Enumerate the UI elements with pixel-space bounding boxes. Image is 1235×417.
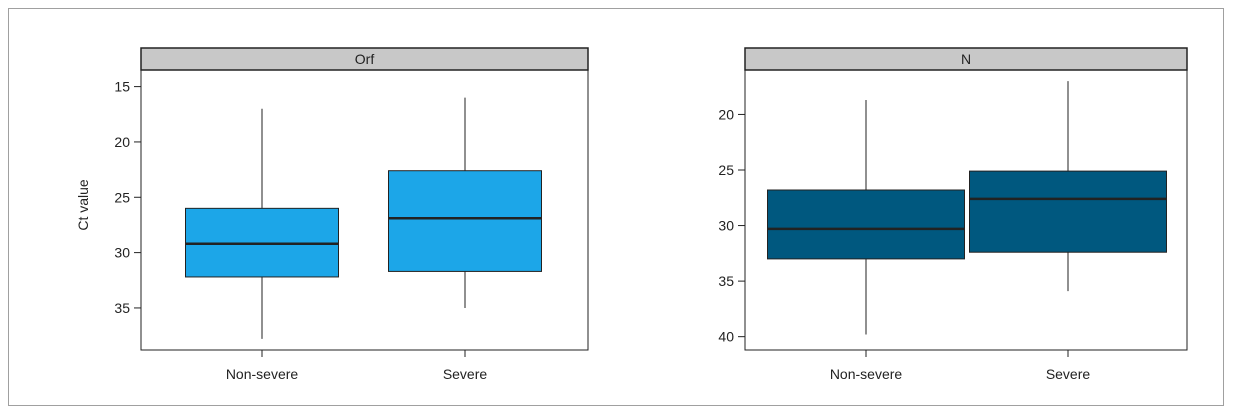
y-tick-label: 40 — [718, 329, 734, 345]
box-iqr — [969, 170, 1167, 253]
y-tick-label: 20 — [718, 106, 734, 122]
panel-n: N 20 25 30 35 40 Non-severe Severe — [718, 47, 1188, 382]
y-tick-label: 20 — [114, 134, 130, 150]
strip-label: N — [961, 51, 971, 67]
y-axis-label: Ct value — [75, 179, 91, 231]
x-tick-label: Non-severe — [226, 366, 299, 382]
y-tick-label: 15 — [114, 79, 130, 95]
boxes — [185, 97, 542, 339]
box-non-severe — [185, 108, 339, 339]
strip-header — [140, 47, 589, 71]
x-tick-label: Severe — [443, 366, 488, 382]
box-non-severe — [767, 100, 965, 335]
box-iqr — [388, 170, 542, 272]
y-axis: 15 20 25 30 35 — [114, 79, 141, 316]
x-axis: Non-severe Severe — [830, 350, 1091, 382]
box-iqr — [767, 189, 965, 260]
panel-orf: Orf Ct value 15 20 25 30 35 Non-severe Severe — [75, 47, 589, 382]
x-axis: Non-severe Severe — [226, 350, 488, 382]
x-tick-label: Non-severe — [830, 366, 903, 382]
y-tick-label: 25 — [114, 189, 130, 205]
x-tick-label: Severe — [1046, 366, 1091, 382]
y-tick-label: 30 — [718, 218, 734, 234]
strip-header — [744, 47, 1188, 71]
y-tick-label: 30 — [114, 245, 130, 261]
y-tick-label: 35 — [114, 300, 130, 316]
box-severe — [969, 81, 1167, 292]
y-axis: 20 25 30 35 40 — [718, 106, 745, 345]
y-tick-label: 35 — [718, 273, 734, 289]
strip-label: Orf — [355, 51, 375, 67]
boxes — [767, 81, 1167, 335]
y-tick-label: 25 — [718, 162, 734, 178]
box-severe — [388, 97, 542, 308]
